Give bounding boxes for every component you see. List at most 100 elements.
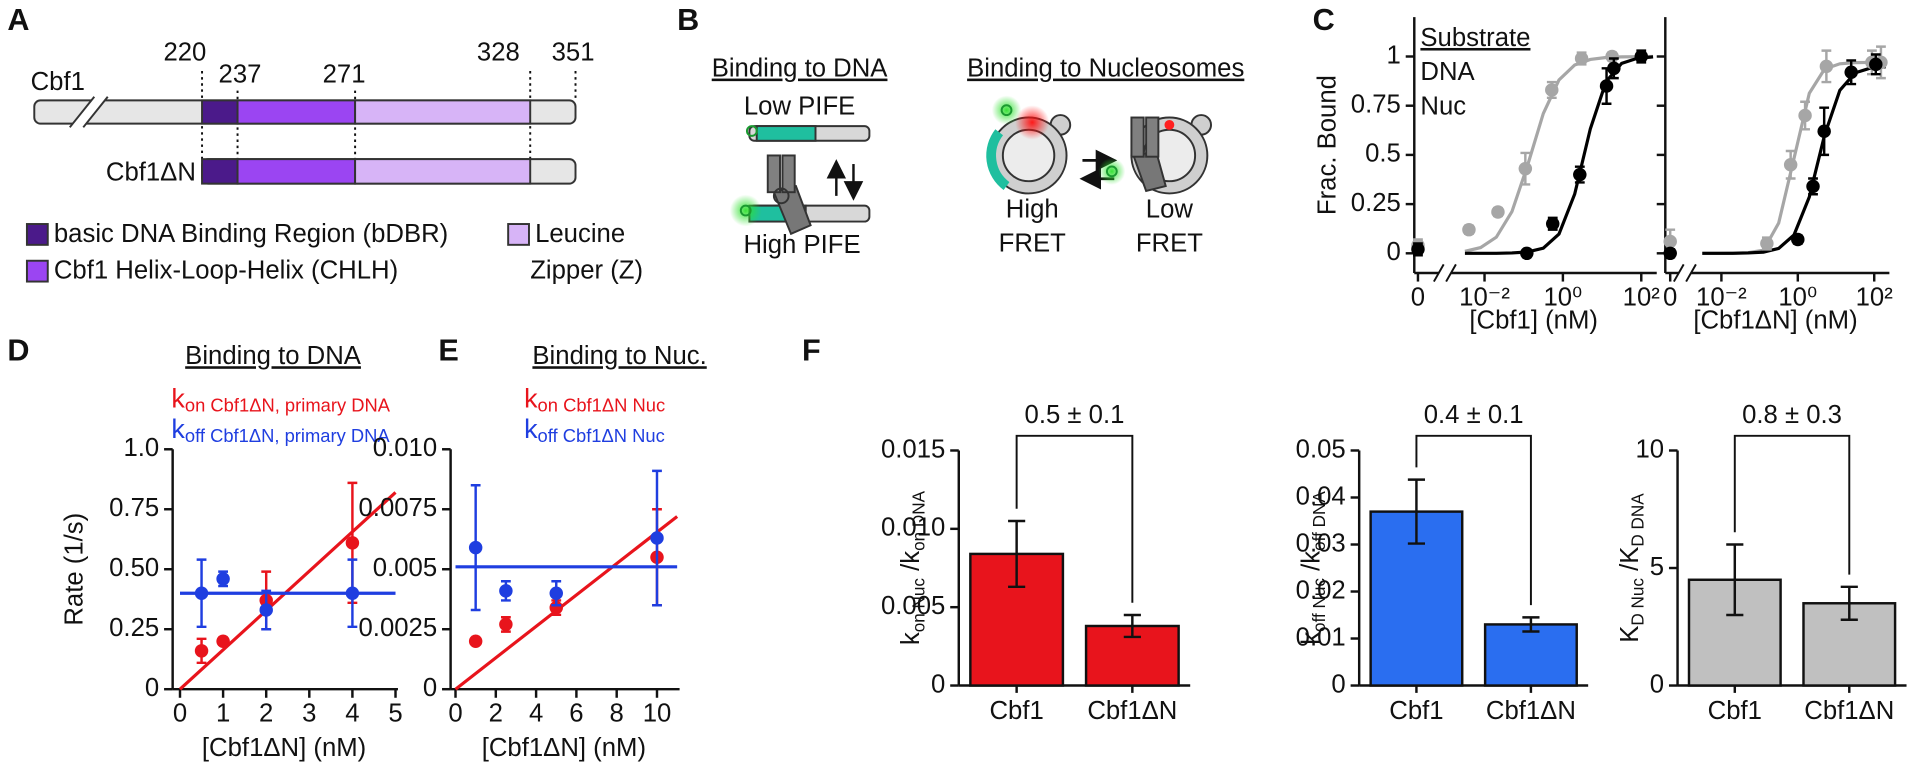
y-axis-label-subscript: on Nuc bbox=[908, 578, 928, 633]
data-point bbox=[194, 644, 209, 658]
x-tick-label: Cbf1 bbox=[989, 697, 1043, 725]
legend-label: koff Cbf1ΔN, primary DNA bbox=[171, 414, 390, 446]
data-point bbox=[216, 634, 230, 648]
data-point bbox=[499, 584, 513, 598]
y-axis-label-part: /K bbox=[1616, 547, 1644, 578]
legend-symbol: k bbox=[524, 383, 538, 413]
zipper-domain bbox=[354, 158, 532, 185]
data-point bbox=[1520, 246, 1534, 261]
data-point bbox=[499, 617, 513, 632]
x-tick-label: 0 bbox=[1411, 283, 1425, 311]
protein bbox=[766, 154, 781, 194]
y-tick-label: 0 bbox=[1387, 238, 1401, 266]
y-axis-label: kon Nuc /kon DNA bbox=[897, 490, 928, 645]
y-axis-label-part: k bbox=[1297, 632, 1325, 645]
dye-glow bbox=[1098, 157, 1126, 185]
dye bbox=[739, 204, 752, 217]
legend-symbol: k bbox=[524, 414, 538, 444]
data-point bbox=[1545, 217, 1560, 231]
data-point bbox=[259, 603, 273, 617]
chlh-domain bbox=[236, 99, 357, 125]
zipper-domain bbox=[354, 99, 532, 125]
data-point bbox=[1573, 167, 1587, 182]
y-tick-label: 0 bbox=[423, 674, 437, 702]
axis-break bbox=[82, 96, 109, 128]
annotation: 0.8 ± 0.3 bbox=[1742, 401, 1842, 429]
x-tick-label: Cbf1 bbox=[1708, 697, 1762, 725]
data-point bbox=[1791, 232, 1805, 247]
scheme-label: Low PIFE bbox=[744, 93, 855, 121]
data-point bbox=[1491, 205, 1505, 219]
residue-label: 328 bbox=[477, 39, 520, 67]
y-tick-label: 0 bbox=[145, 674, 159, 702]
x-tick-label: 0 bbox=[448, 700, 462, 728]
data-point bbox=[1663, 234, 1677, 249]
annotation: 0.4 ± 0.1 bbox=[1424, 401, 1524, 429]
axis-break bbox=[69, 96, 96, 128]
x-tick-label: 0 bbox=[173, 700, 187, 728]
scheme-label: High bbox=[1006, 195, 1059, 223]
x-tick-label: 1 bbox=[216, 700, 230, 728]
x-tick-label: 5 bbox=[388, 700, 402, 728]
data-point bbox=[1817, 124, 1831, 139]
data-point bbox=[650, 531, 664, 545]
legend-subscript: on Cbf1ΔN, primary DNA bbox=[185, 394, 391, 415]
dye bbox=[1164, 119, 1175, 130]
y-tick-label: 0.005 bbox=[373, 554, 437, 582]
y-axis-label: Frac. Bound bbox=[1313, 75, 1341, 215]
x-axis-label: [Cbf1] (nM) bbox=[1469, 307, 1598, 335]
x-axis-label: [Cbf1ΔN] (nM) bbox=[482, 734, 646, 762]
data-point bbox=[1607, 61, 1621, 76]
x-tick-label: 0 bbox=[1663, 283, 1677, 311]
scheme-label: High PIFE bbox=[743, 231, 860, 259]
y-axis-label-subscript: D Nuc bbox=[1627, 578, 1647, 626]
dna-site bbox=[755, 125, 817, 142]
y-tick-label: 0.25 bbox=[1351, 189, 1401, 217]
chart-title: Binding to DNA bbox=[185, 342, 362, 370]
scheme: Binding to DNA Low PIFE High PIFE Bindin… bbox=[712, 55, 1245, 259]
data-point bbox=[1806, 179, 1820, 194]
protein bbox=[1145, 116, 1160, 158]
data-point bbox=[1462, 222, 1476, 237]
x-tick-label: 10 bbox=[643, 700, 672, 728]
data-point bbox=[1574, 51, 1589, 66]
fit-line bbox=[454, 515, 679, 691]
x-tick-label: Cbf1ΔN bbox=[1486, 697, 1576, 725]
y-tick-label: 0.015 bbox=[881, 435, 945, 463]
protein-label: Cbf1 bbox=[31, 68, 85, 96]
x-tick-label: 3 bbox=[302, 700, 316, 728]
legend-label: Zipper (Z) bbox=[530, 257, 643, 285]
legend-subscript: off Cbf1ΔN Nuc bbox=[538, 425, 665, 446]
scheme-label: FRET bbox=[1136, 230, 1203, 258]
y-tick-label: 0.25 bbox=[109, 614, 159, 642]
legend-label: DNA bbox=[1420, 58, 1475, 86]
chlh-domain bbox=[236, 158, 357, 185]
y-axis-label-part: /k bbox=[897, 551, 925, 578]
legend-swatch bbox=[507, 223, 530, 246]
legend-label: basic DNA Binding Region (bDBR) bbox=[54, 220, 448, 248]
dye bbox=[745, 125, 758, 137]
y-tick-label: 0.0075 bbox=[359, 494, 438, 522]
legend-subscript: on Cbf1ΔN Nuc bbox=[538, 394, 666, 415]
x-tick-label: 6 bbox=[569, 700, 583, 728]
residue-label: 220 bbox=[163, 39, 206, 67]
dye-glow bbox=[1015, 105, 1050, 140]
x-tick-label: 10² bbox=[1856, 283, 1894, 311]
y-axis-label: KD Nuc /KD DNA bbox=[1616, 493, 1647, 643]
y-tick-label: 0 bbox=[1331, 670, 1345, 698]
legend-subscript: off Cbf1ΔN, primary DNA bbox=[185, 425, 391, 446]
residue-label: 237 bbox=[219, 61, 262, 89]
dna-site bbox=[986, 129, 1010, 191]
data-point bbox=[1599, 79, 1614, 93]
panel-label: C bbox=[1313, 3, 1335, 37]
panel-label: F bbox=[802, 334, 821, 368]
axis-break bbox=[69, 96, 108, 128]
panel-label: D bbox=[7, 334, 29, 368]
protein bbox=[1130, 116, 1145, 158]
protein bbox=[781, 154, 796, 194]
axis-break bbox=[1673, 263, 1697, 283]
x-tick-label: 10⁻² bbox=[1696, 283, 1747, 311]
protein-label: Cbf1ΔN bbox=[106, 159, 196, 187]
